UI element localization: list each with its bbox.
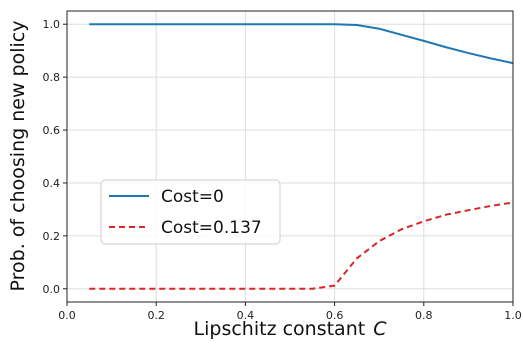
x-tick-label: 1.0 bbox=[504, 309, 522, 322]
x-tick-label: 0.4 bbox=[237, 309, 255, 322]
y-tick-label: 1.0 bbox=[43, 18, 61, 31]
x-tick-label: 0.8 bbox=[415, 309, 433, 322]
y-tick-label: 0.8 bbox=[43, 71, 61, 84]
y-tick-label: 0.2 bbox=[43, 230, 61, 243]
grid-lines bbox=[66, 11, 514, 302]
y-tick-label: 0.0 bbox=[43, 283, 61, 296]
legend-label-cost-0-137: Cost=0.137 bbox=[161, 218, 262, 238]
series-lines bbox=[89, 23, 514, 290]
x-tick-label: 0.2 bbox=[147, 309, 165, 322]
y-tick-label: 0.4 bbox=[43, 177, 61, 190]
y-tick-label: 0.6 bbox=[43, 124, 61, 137]
x-axis-label-variable: C bbox=[373, 318, 387, 340]
plot-frame bbox=[66, 10, 514, 303]
y-axis-label: Prob. of choosing new policy bbox=[7, 21, 29, 292]
x-tick-label: 0.0 bbox=[58, 309, 76, 322]
series-line-1 bbox=[89, 201, 514, 290]
legend-label-cost-0: Cost=0 bbox=[161, 187, 224, 207]
series-line-0 bbox=[89, 23, 514, 65]
x-tick-label: 0.6 bbox=[326, 309, 344, 322]
legend: Cost=0 Cost=0.137 bbox=[100, 179, 281, 245]
y-axis-ticks: 0.0 0.2 0.4 0.6 0.8 1.0 bbox=[43, 18, 67, 296]
x-axis-ticks: 0.0 0.2 0.4 0.6 0.8 1.0 bbox=[58, 302, 522, 322]
x-axis-label-text: Lipschitz constant bbox=[194, 318, 366, 340]
x-axis-label: Lipschitz constant C bbox=[194, 318, 388, 340]
